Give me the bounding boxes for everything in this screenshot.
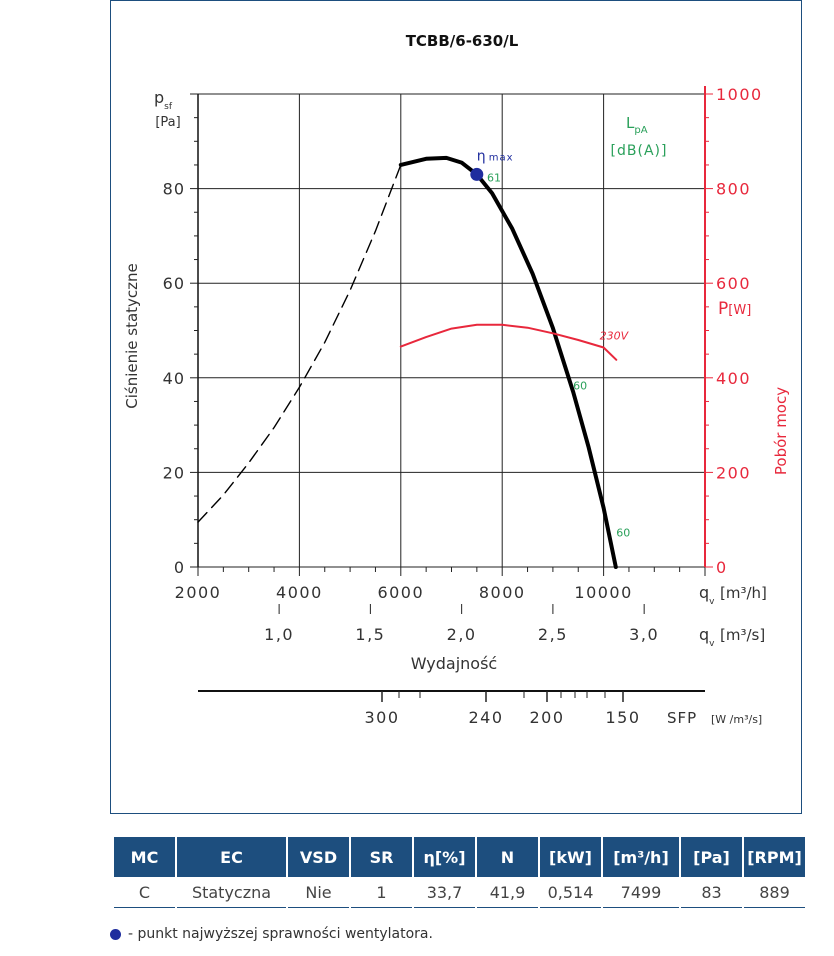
chart-frame: TCBB/6-630/L 0 20 40 60 80 2000 4000 6000 8000 100… [110, 0, 802, 814]
header-kw: [kW] [540, 837, 601, 877]
header-vsd: VSD [288, 837, 349, 877]
power-tick-label: 0 [716, 558, 728, 577]
x2-tick-label: 1,0 [264, 625, 294, 644]
power-curve [399, 323, 618, 361]
pressure-curve [398, 155, 618, 569]
power-tick-label: 1000 [716, 85, 763, 104]
x-tick-label: 10000 [574, 583, 632, 602]
header-n: N [477, 837, 538, 877]
y-tick-label: 0 [174, 558, 185, 577]
y-tick-label: 20 [163, 463, 185, 482]
x-tick-label: 2000 [175, 583, 222, 602]
cell-mc: C [114, 877, 175, 908]
sfp-axis-unit: [W /m³/s] [711, 713, 762, 726]
cell-efficiency: 33,7 [414, 877, 475, 908]
cell-flow: 7499 [603, 877, 679, 908]
x-axis-symbol: qv [699, 583, 715, 607]
noise-annotation: 60 [573, 380, 587, 393]
header-efficiency: η[%] [414, 837, 475, 877]
x2-tick-label: 2,0 [447, 625, 477, 644]
eta-max-label: η [477, 148, 486, 164]
noise-label: LpA [626, 114, 648, 136]
power-curve-label: 230V [600, 330, 630, 343]
power-axis-caption: Pobór mocy [772, 387, 790, 475]
header-rpm: [RPM] [744, 837, 805, 877]
power-tick-label: 200 [716, 463, 751, 482]
header-flow: [m³/h] [603, 837, 679, 877]
power-tick-label: 400 [716, 369, 751, 388]
table-row: C Statyczna Nie 1 33,7 41,9 0,514 7499 8… [114, 877, 805, 908]
x-axis-caption: Wydajność [411, 654, 497, 673]
x2-axis-unit: [m³/s] [720, 626, 765, 644]
cell-n: 41,9 [477, 877, 538, 908]
sfp-axis-label: SFP [667, 709, 697, 727]
eta-max-point [470, 167, 484, 181]
x2-tick-label: 1,5 [355, 625, 385, 644]
x2-axis-symbol: qv [699, 625, 715, 649]
x-tick-label: 6000 [377, 583, 424, 602]
specs-table: MC EC VSD SR η[%] N [kW] [m³/h] [Pa] [RP… [112, 837, 807, 908]
power-tick-label: 600 [716, 274, 751, 293]
y-axis-unit: [Pa] [155, 115, 180, 130]
x2-tick-label: 2,5 [538, 625, 568, 644]
noise-label-unit: [dB(A)] [611, 143, 668, 159]
pressure-curve-dashed [197, 164, 402, 523]
header-mc: MC [114, 837, 175, 877]
cell-rpm: 889 [744, 877, 805, 908]
x-axis-unit: [m³/h] [720, 584, 767, 602]
cell-vsd: Nie [288, 877, 349, 908]
y-axis-caption: Ciśnienie statyczne [123, 263, 141, 409]
y-axis-symbol: psf [154, 88, 173, 112]
x-tick-label: 4000 [276, 583, 323, 602]
sfp-tick-label: 150 [605, 708, 640, 727]
cell-sr: 1 [351, 877, 412, 908]
table-header-row: MC EC VSD SR η[%] N [kW] [m³/h] [Pa] [RP… [114, 837, 805, 877]
power-tick-label: 800 [716, 180, 751, 199]
y-tick-label: 60 [163, 274, 185, 293]
header-pa: [Pa] [681, 837, 742, 877]
x-tick-label: 8000 [479, 583, 526, 602]
cell-pa: 83 [681, 877, 742, 908]
power-axis-symbol: P[W] [718, 299, 751, 319]
cell-ec: Statyczna [177, 877, 286, 908]
sfp-tick-label: 200 [529, 708, 564, 727]
sfp-tick-label: 300 [364, 708, 399, 727]
noise-annotation: 60 [616, 526, 630, 539]
y-tick-label: 40 [163, 369, 185, 388]
x2-tick-label: 3,0 [629, 625, 659, 644]
header-sr: SR [351, 837, 412, 877]
eta-max-label-sub: max [489, 152, 514, 163]
legend: - punkt najwyższej sprawności wentylator… [110, 926, 433, 942]
y-tick-label: 80 [163, 180, 185, 199]
sfp-tick-label: 240 [468, 708, 503, 727]
legend-text: - punkt najwyższej sprawności wentylator… [128, 926, 433, 942]
chart-title: TCBB/6-630/L [406, 32, 519, 50]
noise-annotation: 61 [487, 172, 501, 185]
header-ec: EC [177, 837, 286, 877]
max-efficiency-dot-icon [110, 928, 121, 940]
cell-kw: 0,514 [540, 877, 601, 908]
